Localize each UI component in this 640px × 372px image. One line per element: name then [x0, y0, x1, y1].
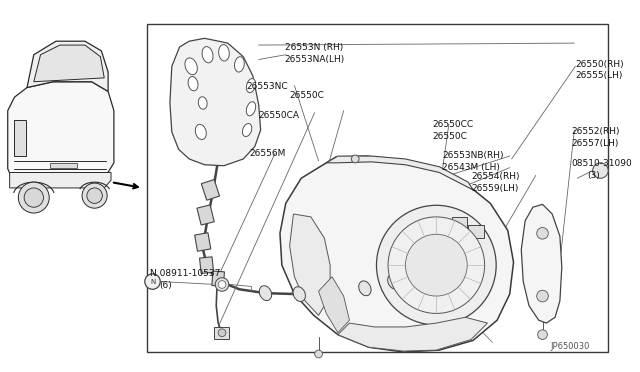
Text: 26556M: 26556M — [249, 149, 285, 158]
Circle shape — [537, 290, 548, 302]
Bar — [195, 233, 211, 251]
Circle shape — [82, 183, 107, 208]
Polygon shape — [280, 156, 513, 352]
Text: 26553NB(RH): 26553NB(RH) — [442, 151, 504, 160]
Ellipse shape — [188, 77, 198, 91]
Text: JP650030: JP650030 — [550, 342, 589, 352]
Circle shape — [145, 274, 160, 289]
Circle shape — [218, 329, 226, 337]
Ellipse shape — [195, 124, 206, 140]
Bar — [452, 217, 467, 230]
Polygon shape — [34, 45, 104, 82]
Circle shape — [87, 188, 102, 203]
Polygon shape — [13, 121, 26, 156]
Text: 26553NA(LH): 26553NA(LH) — [285, 55, 345, 64]
Bar — [147, 24, 608, 352]
Ellipse shape — [185, 58, 197, 75]
Polygon shape — [289, 214, 330, 315]
Circle shape — [538, 330, 547, 340]
Ellipse shape — [246, 78, 255, 93]
Circle shape — [315, 350, 323, 358]
Bar — [50, 163, 77, 168]
Ellipse shape — [243, 124, 252, 137]
Bar — [468, 225, 484, 238]
Bar — [202, 180, 220, 200]
Polygon shape — [8, 82, 114, 182]
Circle shape — [405, 234, 467, 296]
Polygon shape — [338, 317, 488, 351]
Circle shape — [218, 280, 226, 288]
Polygon shape — [170, 38, 260, 166]
Text: 26555(LH): 26555(LH) — [575, 71, 623, 80]
Text: 26559(LH): 26559(LH) — [471, 184, 518, 193]
Text: 08510-31090: 08510-31090 — [572, 159, 632, 168]
Polygon shape — [319, 277, 349, 333]
Polygon shape — [10, 173, 111, 188]
Text: 26553NC: 26553NC — [246, 82, 288, 91]
Text: 26557(LH): 26557(LH) — [572, 139, 619, 148]
Bar — [197, 205, 214, 225]
Text: N: N — [150, 279, 155, 285]
Circle shape — [24, 188, 44, 207]
Circle shape — [215, 278, 228, 291]
Bar — [200, 257, 214, 273]
Polygon shape — [521, 204, 562, 323]
Polygon shape — [27, 41, 108, 92]
Text: 26550CC: 26550CC — [433, 121, 474, 129]
Ellipse shape — [234, 57, 244, 72]
Text: 26550C: 26550C — [289, 92, 324, 100]
Ellipse shape — [327, 285, 339, 299]
Text: N 08911-10537: N 08911-10537 — [150, 269, 220, 278]
Ellipse shape — [259, 286, 271, 301]
Ellipse shape — [358, 281, 371, 296]
Ellipse shape — [198, 97, 207, 109]
Text: 26543M (LH): 26543M (LH) — [442, 163, 500, 172]
Text: 26554(RH): 26554(RH) — [471, 173, 520, 182]
Circle shape — [19, 182, 49, 213]
Text: (6): (6) — [159, 280, 172, 290]
Text: 26550CA: 26550CA — [259, 111, 300, 120]
Ellipse shape — [388, 274, 400, 289]
Ellipse shape — [202, 46, 213, 63]
Circle shape — [351, 155, 359, 163]
Circle shape — [593, 163, 608, 178]
Text: 26550C: 26550C — [433, 132, 467, 141]
Circle shape — [376, 205, 496, 325]
Circle shape — [537, 228, 548, 239]
Text: 26552(RH): 26552(RH) — [572, 127, 620, 136]
Bar — [212, 271, 225, 286]
Text: 26550(RH): 26550(RH) — [575, 60, 624, 68]
Polygon shape — [326, 156, 473, 190]
Text: 26553N (RH): 26553N (RH) — [285, 43, 343, 52]
Text: (3): (3) — [587, 170, 600, 180]
Ellipse shape — [219, 45, 229, 61]
Ellipse shape — [246, 102, 256, 116]
Ellipse shape — [293, 287, 305, 302]
Bar — [214, 327, 228, 339]
Circle shape — [388, 217, 484, 314]
Ellipse shape — [411, 266, 423, 280]
